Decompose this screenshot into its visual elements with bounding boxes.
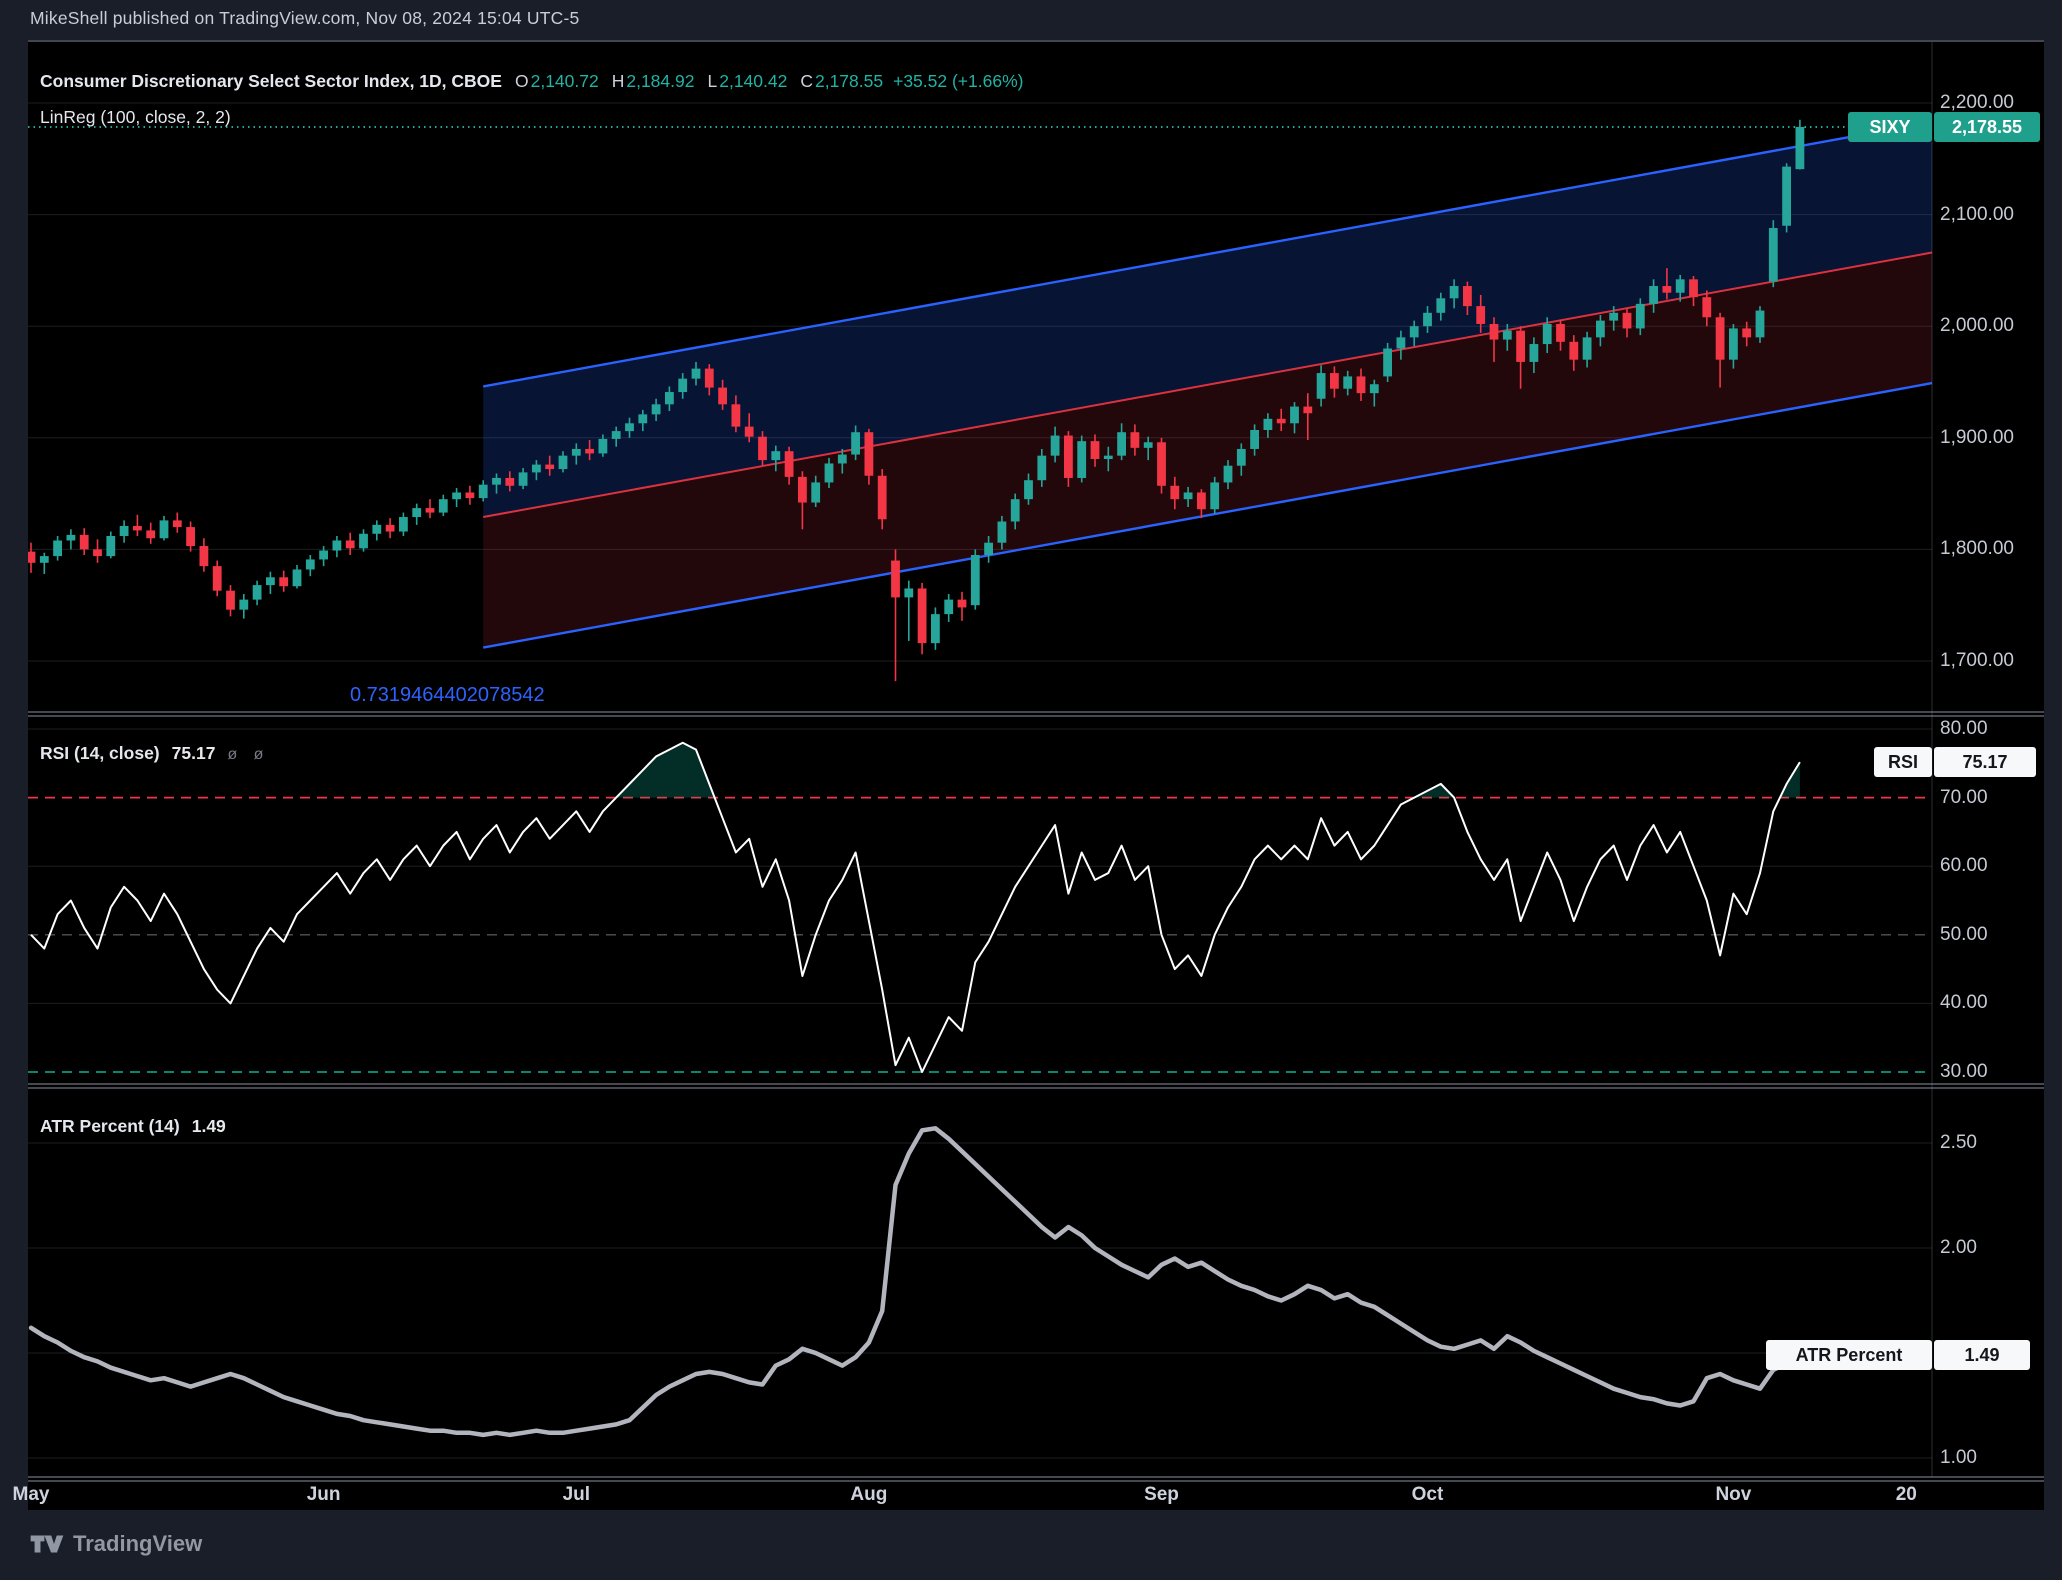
open-label: O	[514, 71, 529, 91]
linreg-legend[interactable]: LinReg (100, close, 2, 2)	[40, 107, 231, 128]
price-tick: 2,000.00	[1940, 315, 2014, 337]
time-tick: Aug	[850, 1484, 888, 1505]
symbol-title[interactable]: Consumer Discretionary Select Sector Ind…	[40, 71, 502, 91]
price-tick: 1,900.00	[1940, 426, 2014, 448]
open-value: 2,140.72	[530, 71, 599, 91]
linreg-label[interactable]: LinReg (100, close, 2, 2)	[40, 107, 231, 127]
price-tick: 2,200.00	[1940, 92, 2014, 113]
attribution-bar: MikeShell published on TradingView.com, …	[0, 0, 2062, 40]
rsi-title[interactable]: RSI (14, close)	[40, 743, 160, 763]
atr-legend[interactable]: ATR Percent (14) 1.49	[40, 1116, 226, 1137]
time-tick: Jun	[306, 1484, 341, 1505]
symbol-tag: SIXY	[1848, 111, 1932, 142]
rsi-tick: 60.00	[1940, 855, 1988, 877]
rsi-badge-label: RSI	[1874, 747, 1932, 778]
atr-value: 1.49	[191, 1116, 226, 1136]
footer: TradingView	[30, 1524, 202, 1564]
atr-tick: 1.00	[1940, 1447, 1977, 1468]
rsi-tick: 50.00	[1940, 923, 1988, 945]
rsi-value: 75.17	[171, 743, 216, 763]
high-label: H	[611, 71, 625, 91]
legend-status-icons[interactable]: ø ø	[227, 746, 270, 763]
price-tick: 1,800.00	[1940, 538, 2014, 560]
pearson-r-value: 0.7319464402078542	[350, 684, 545, 706]
rsi-tick: 30.00	[1940, 1061, 1988, 1082]
time-tick: 20	[1895, 1484, 1917, 1505]
tradingview-brand[interactable]: TradingView	[73, 1531, 203, 1556]
low-value: 2,140.42	[719, 71, 788, 91]
time-tick: Nov	[1715, 1484, 1752, 1505]
atr-tick: 2.50	[1940, 1132, 1977, 1153]
rsi-value-badge: RSI 75.17	[1874, 747, 2036, 778]
rsi-tick: 80.00	[1940, 718, 1988, 739]
change-value: +35.52 (+1.66%)	[893, 71, 1024, 91]
price-tick: 1,700.00	[1940, 650, 2014, 671]
time-tick: May	[12, 1484, 50, 1505]
time-tick: Jul	[562, 1484, 591, 1505]
high-value: 2,184.92	[626, 71, 695, 91]
rsi-tick: 70.00	[1940, 786, 1988, 808]
atr-badge-label: ATR Percent	[1766, 1340, 1932, 1371]
main-symbol-legend[interactable]: Consumer Discretionary Select Sector Ind…	[40, 71, 1023, 92]
time-tick: Oct	[1411, 1484, 1444, 1505]
rsi-badge-value: 75.17	[1934, 747, 2036, 778]
close-value: 2,178.55	[814, 71, 884, 91]
tradingview-logo-icon[interactable]	[30, 1531, 64, 1557]
rsi-tick: 40.00	[1940, 992, 1988, 1014]
close-label: C	[800, 71, 813, 91]
attribution-text: MikeShell published on TradingView.com, …	[30, 8, 580, 28]
price-tick: 2,100.00	[1940, 203, 2014, 225]
rsi-legend[interactable]: RSI (14, close) 75.17 ø ø	[40, 743, 269, 764]
atr-tick: 2.00	[1940, 1237, 1977, 1258]
chart-canvas[interactable]	[28, 40, 2044, 1510]
time-tick: Sep	[1144, 1484, 1179, 1505]
atr-value-badge: ATR Percent 1.49	[1766, 1340, 2030, 1371]
last-price-badge: SIXY 2,178.55	[1848, 111, 2040, 142]
low-label: L	[707, 71, 718, 91]
atr-title[interactable]: ATR Percent (14)	[40, 1116, 180, 1136]
last-price-value: 2,178.55	[1934, 111, 2040, 142]
atr-badge-value: 1.49	[1934, 1340, 2030, 1371]
